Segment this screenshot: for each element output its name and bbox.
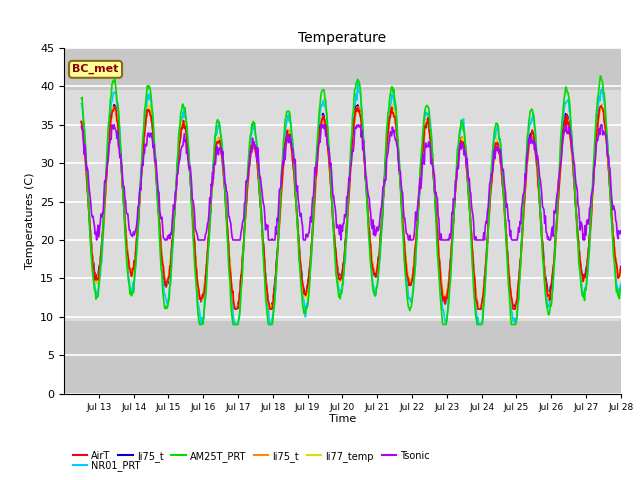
Legend: NR01_PRT: NR01_PRT bbox=[69, 456, 145, 475]
Y-axis label: Temperatures (C): Temperatures (C) bbox=[24, 172, 35, 269]
X-axis label: Time: Time bbox=[329, 414, 356, 424]
Bar bbox=[64, 48, 621, 90]
Bar bbox=[64, 90, 621, 321]
Title: Temperature: Temperature bbox=[298, 32, 387, 46]
Bar bbox=[64, 321, 621, 394]
Legend: AirT, li75_t, AM25T_PRT, li75_t, li77_temp, Tsonic: AirT, li75_t, AM25T_PRT, li75_t, li77_te… bbox=[69, 447, 434, 466]
Text: BC_met: BC_met bbox=[72, 64, 119, 74]
